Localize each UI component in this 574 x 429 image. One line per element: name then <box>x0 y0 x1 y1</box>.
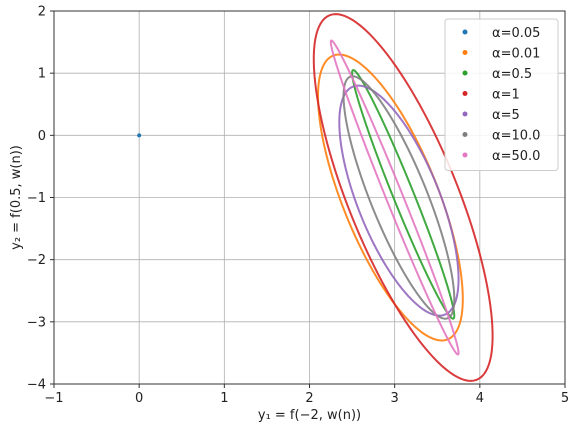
y-tick-label: −1 <box>27 191 46 206</box>
legend-marker <box>462 152 468 158</box>
legend-label: α=0.01 <box>492 47 540 62</box>
x-tick-label: 0 <box>135 391 143 406</box>
series-ellipse-4 <box>338 84 460 317</box>
series-point-0 <box>137 133 142 138</box>
series-ellipse-2 <box>351 69 456 320</box>
legend-label: α=50.0 <box>492 149 540 164</box>
x-tick-label: 4 <box>476 391 484 406</box>
legend-label: α=10.0 <box>492 129 540 144</box>
legend-label: α=1 <box>492 88 520 103</box>
series-ellipse-6 <box>329 39 460 356</box>
legend-label: α=0.05 <box>492 26 540 41</box>
legend: α=0.05 α=0.01 α=0.5 α=1 α=5 α=10.0 α=50.0 <box>444 18 559 171</box>
x-tick-label: 3 <box>391 391 399 406</box>
series-ellipse-5 <box>342 75 456 320</box>
y-tick-label: 0 <box>38 129 46 144</box>
legend-label: α=5 <box>492 108 520 123</box>
x-tick-label: −1 <box>44 391 63 406</box>
y-tick-label: −2 <box>27 253 46 268</box>
y-tick-label: 2 <box>38 5 46 20</box>
legend-marker <box>462 50 468 55</box>
tick-labels: −1 0 1 2 3 4 5 −4 −3 −2 −1 0 1 2 <box>27 5 569 407</box>
legend-marker <box>462 91 468 96</box>
legend-marker <box>462 70 468 76</box>
x-axis-label: y₁ = f(−2, w(n)) <box>258 408 361 423</box>
legend-label: α=0.5 <box>492 67 532 82</box>
y-tick-label: −4 <box>27 378 46 393</box>
y-tick-label: 1 <box>38 67 46 82</box>
legend-box <box>444 18 559 171</box>
series-layer <box>137 13 494 382</box>
legend-marker <box>462 29 468 35</box>
series-ellipse-3 <box>312 13 494 382</box>
legend-marker <box>462 111 468 117</box>
x-tick-label: 1 <box>220 391 228 406</box>
legend-marker <box>462 132 468 137</box>
y-axis-label: y₂ = f(0.5, w(n)) <box>9 145 24 250</box>
x-tick-label: 5 <box>561 391 569 406</box>
x-tick-label: 2 <box>305 391 313 406</box>
y-tick-label: −3 <box>27 315 46 330</box>
